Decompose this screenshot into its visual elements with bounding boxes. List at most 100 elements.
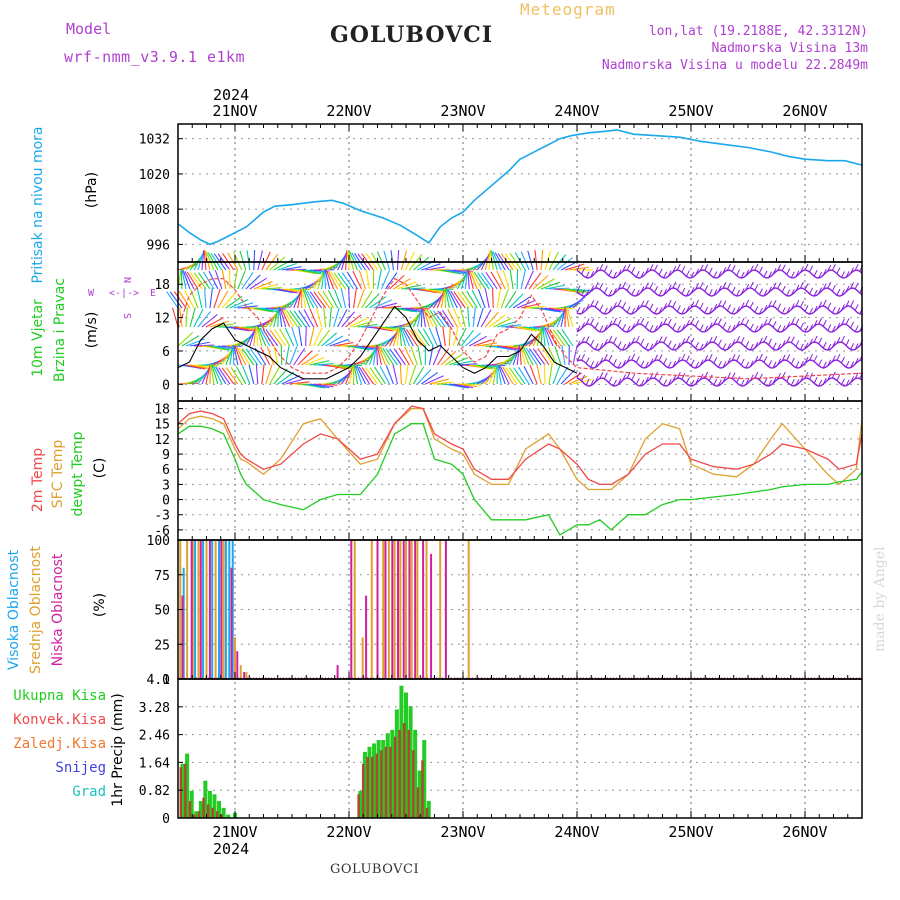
- wind-barb: [484, 311, 499, 328]
- wind-barb: [536, 364, 542, 385]
- wind-barb: [790, 357, 795, 365]
- total-precip-bar: [408, 706, 413, 818]
- wind-barb: [241, 272, 254, 290]
- wind-barb: [397, 307, 418, 313]
- wind-barb: [193, 308, 204, 328]
- wind-barb: [500, 289, 509, 309]
- wind-barb: [193, 272, 207, 290]
- wind-barb: [635, 378, 640, 385]
- wind-barb: [520, 251, 530, 271]
- wind-barb: [736, 306, 741, 313]
- day-label-bottom: 21NOV: [212, 823, 257, 841]
- conv-precip-bar: [425, 807, 429, 818]
- wind-barb: [777, 303, 782, 310]
- wind-barb: [777, 264, 782, 271]
- wind-barb: [603, 265, 608, 272]
- wind-barb: [690, 287, 695, 294]
- wind-barb: [225, 346, 234, 366]
- wind-barb: [209, 288, 213, 309]
- wind-barb: [556, 329, 570, 347]
- wind-barb: [315, 307, 323, 328]
- wind-barb: [699, 264, 704, 272]
- wind-barb: [631, 323, 636, 330]
- wind-barb: [297, 269, 318, 275]
- wind-barb: [345, 250, 348, 271]
- compass-east: E: [150, 288, 156, 299]
- wind-barb: [549, 329, 562, 347]
- wind-barb: [603, 287, 608, 294]
- wind-barb: [277, 306, 280, 328]
- wind-barb: [211, 364, 219, 385]
- wind-barb: [198, 272, 211, 290]
- wind-barb: [346, 271, 359, 290]
- y-tick-label: 2.46: [139, 729, 170, 744]
- wind-barb: [644, 376, 649, 384]
- wind-barb: [519, 345, 522, 366]
- wind-barb: [365, 367, 378, 385]
- y-tick-label: 25: [154, 638, 170, 653]
- wind-barb: [520, 269, 526, 290]
- y-tick-label: 75: [154, 569, 170, 584]
- wind-barb: [512, 345, 521, 366]
- wind-barb: [352, 270, 363, 290]
- wind-barb: [804, 372, 809, 379]
- wind-barb: [204, 288, 207, 309]
- wind-barb: [374, 366, 386, 385]
- wind-barb: [429, 310, 442, 328]
- wind-barb: [626, 325, 631, 333]
- wind-barb: [327, 271, 339, 290]
- wind-barb: [845, 300, 850, 307]
- wind-barb: [379, 347, 390, 366]
- day-label-bottom: 25NOV: [668, 823, 713, 841]
- wind-barb: [413, 256, 430, 271]
- wind-barb: [416, 307, 423, 328]
- conv-precip-bar: [211, 807, 214, 818]
- wind-barb: [717, 360, 722, 368]
- wind-barb: [608, 306, 613, 313]
- wind-barb: [432, 346, 442, 366]
- wind-barb: [854, 282, 859, 290]
- wind-barb: [635, 356, 640, 363]
- wind-barb: [818, 301, 823, 309]
- wind-barb: [473, 364, 493, 370]
- wind-barb: [373, 326, 394, 332]
- total-precip-bar: [362, 751, 367, 818]
- dewpt-line: [177, 423, 863, 536]
- wind-barb: [403, 328, 414, 347]
- wind-barb: [201, 313, 218, 328]
- wind-barb: [249, 277, 267, 290]
- time-axis: 996100810201032061218-6-3036912151802550…: [139, 86, 863, 858]
- wind-barb: [809, 338, 814, 345]
- wind-barb: [717, 379, 722, 386]
- wind-barb: [690, 301, 695, 308]
- wind-barb: [340, 288, 347, 309]
- wind-barb: [654, 286, 658, 293]
- wind-barb: [708, 353, 713, 361]
- wind-barb: [617, 341, 622, 348]
- wind-barb: [740, 271, 745, 279]
- wind-barb: [277, 262, 297, 271]
- wind-barb: [279, 307, 287, 328]
- wind-barb: [492, 251, 502, 271]
- wind-barb: [594, 361, 599, 368]
- wind-barb: [499, 365, 510, 385]
- y-tick-label: 3.28: [139, 701, 170, 716]
- wind-barb: [404, 251, 415, 271]
- conv-precip-bar: [375, 753, 379, 818]
- wind-barb: [649, 264, 654, 271]
- wind-barb: [189, 364, 210, 370]
- total-precip-bar: [217, 801, 222, 818]
- wind-barb: [722, 343, 727, 350]
- wind-barb: [392, 364, 398, 385]
- wind-barb: [727, 282, 731, 290]
- wind-barb: [672, 301, 677, 308]
- wind-barb: [259, 328, 271, 347]
- wind-barb: [177, 332, 194, 347]
- wind-barb: [850, 321, 855, 329]
- wind-barb: [731, 372, 736, 379]
- conv-precip-bar: [412, 750, 415, 818]
- wind-barb: [536, 326, 543, 347]
- wind-barb: [594, 343, 599, 350]
- wind-barb: [502, 366, 514, 385]
- wind-barb: [428, 345, 434, 366]
